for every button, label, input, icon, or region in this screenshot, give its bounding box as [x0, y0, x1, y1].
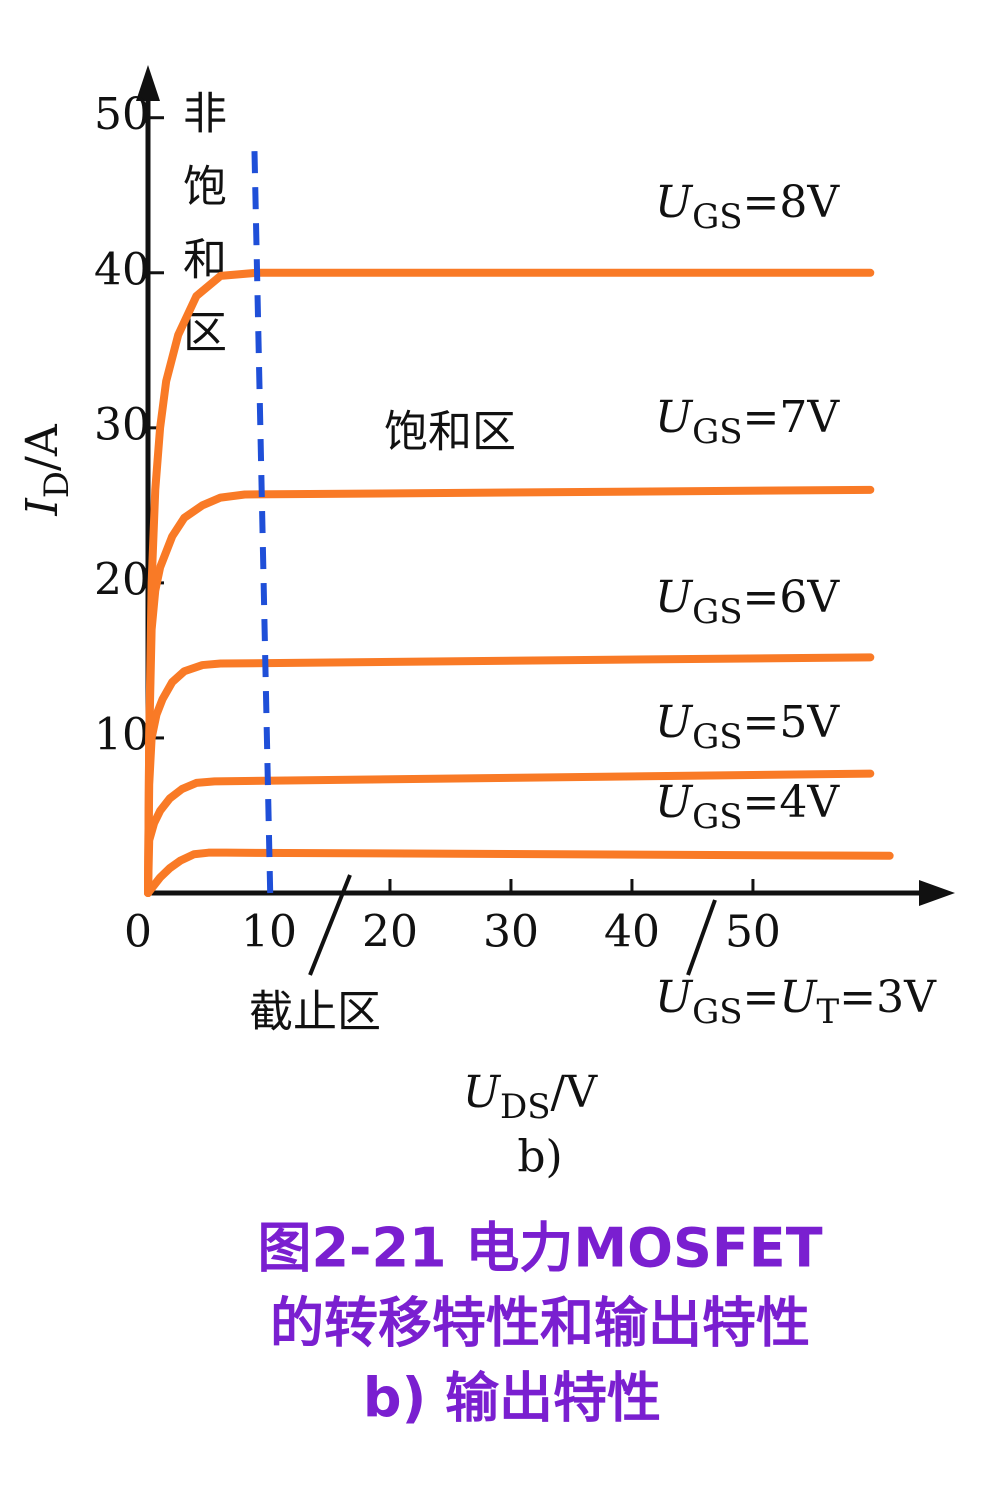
- label: UDS/V: [463, 1067, 598, 1128]
- curve: [144, 848, 894, 897]
- label-part: GS: [692, 197, 742, 237]
- label-part: I: [17, 497, 68, 517]
- y-tick-label: 20: [94, 554, 150, 605]
- label: UGS=7V: [655, 392, 840, 453]
- label-part: GS: [692, 797, 742, 837]
- label: UGS=6V: [655, 572, 840, 633]
- cutoff-label: 截止区: [249, 987, 381, 1038]
- cutoff-pointer: [308, 874, 352, 976]
- label-part: U: [655, 392, 694, 443]
- label-part: U: [779, 972, 818, 1023]
- caption: 图2-21 电力MOSFET: [257, 1217, 822, 1280]
- curve: [144, 769, 875, 897]
- panel-label: b): [517, 1132, 562, 1183]
- caption: 的转移特性和输出特性: [270, 1292, 810, 1355]
- label-part: =6V: [743, 572, 841, 623]
- x-tick-label: 30: [483, 907, 539, 958]
- label-part: GS: [692, 412, 742, 452]
- label: UGS=8V: [655, 177, 840, 238]
- y-axis-arrow: [136, 65, 160, 101]
- label-part: GS: [692, 992, 742, 1032]
- label-part: GS: [692, 592, 742, 632]
- label-part: =8V: [743, 177, 841, 228]
- label-part: U: [463, 1067, 502, 1118]
- y-tick-label: 10: [94, 709, 150, 760]
- label-part: T: [817, 992, 840, 1032]
- label: UGS=UT=3V: [655, 972, 937, 1033]
- label-part: =4V: [743, 777, 841, 828]
- x-tick-label: 10: [241, 907, 297, 958]
- label-part: =3V: [839, 972, 937, 1023]
- y-tick-label: 50: [94, 89, 150, 140]
- label-part: D: [37, 471, 77, 498]
- label-part: GS: [692, 717, 742, 757]
- saturation-label: 饱和区: [384, 407, 516, 458]
- y-tick-label: 30: [94, 399, 150, 450]
- label-part: U: [655, 777, 694, 828]
- label-part: U: [655, 697, 694, 748]
- label-part: U: [655, 972, 694, 1023]
- x-tick-label: 50: [725, 907, 781, 958]
- x-tick-label: 40: [604, 907, 660, 958]
- label-part: =7V: [743, 392, 841, 443]
- curve: [144, 653, 875, 897]
- x-tick-label: 20: [362, 907, 418, 958]
- curve: [144, 485, 875, 897]
- label-part: U: [655, 177, 694, 228]
- x-axis-arrow: [919, 880, 955, 906]
- label: UGS=5V: [655, 697, 840, 758]
- non-saturation-label: 饱: [183, 162, 227, 213]
- boundary-line: [251, 150, 274, 894]
- non-saturation-label: 非: [183, 89, 227, 140]
- label-part: DS: [500, 1087, 551, 1127]
- label: ID/A: [17, 423, 78, 516]
- label: UGS=4V: [655, 777, 840, 838]
- label-part: /A: [17, 423, 68, 471]
- label-part: =5V: [743, 697, 841, 748]
- cutoff-pointer: [686, 899, 717, 976]
- x-tick-label: 0: [124, 907, 152, 958]
- label-part: U: [655, 572, 694, 623]
- y-tick-label: 40: [94, 244, 150, 295]
- label-part: =: [743, 972, 780, 1023]
- label-part: /V: [551, 1067, 599, 1118]
- caption: b) 输出特性: [363, 1367, 661, 1430]
